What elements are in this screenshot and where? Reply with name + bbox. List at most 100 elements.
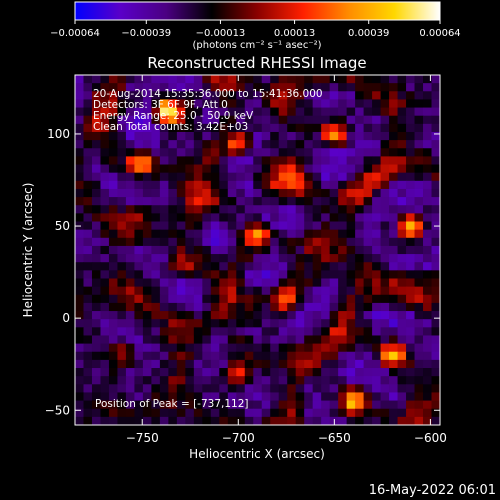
heatmap-cell [193,123,203,133]
heatmap-cell [355,91,365,100]
heatmap-cell [83,197,93,206]
heatmap-cell [380,376,390,385]
heatmap-cell [100,131,110,141]
heatmap-cell [75,140,84,149]
heatmap-cell [389,91,398,100]
heatmap-cell [346,205,356,214]
heatmap-cell [142,294,152,304]
y-tick-label: −50 [45,403,70,417]
heatmap-cell [380,172,390,182]
heatmap-cell [423,294,432,304]
heatmap-cell [287,416,297,425]
heatmap-cell [91,311,101,320]
heatmap-cell [363,229,373,239]
heatmap-cell [134,335,144,345]
heatmap-cell [125,148,135,157]
heatmap-cell [219,384,229,393]
heatmap-cell [185,156,195,165]
heatmap-cell [363,115,373,125]
heatmap-cell [287,327,297,336]
heatmap-cell [236,91,246,100]
heatmap-cell [236,164,246,174]
heatmap-cell [321,91,331,100]
heatmap-cell [338,213,348,222]
heatmap-cell [389,172,398,182]
heatmap-cell [389,351,398,361]
heatmap-cell [185,115,195,125]
chart-title: Reconstructed RHESSI Image [147,54,366,72]
heatmap-cell [210,351,220,361]
heatmap-cell [304,408,314,418]
heatmap-cell [380,408,390,418]
heatmap-cell [244,376,254,385]
heatmap-cell [176,302,186,312]
heatmap-cell [193,368,203,377]
heatmap-cell [423,286,432,296]
heatmap-cell [278,254,288,263]
heatmap-cell [193,148,203,157]
heatmap-cell [278,311,288,320]
heatmap-cell [406,408,415,418]
heatmap-cell [83,278,93,288]
heatmap-cell [287,286,297,296]
heatmap-cell [151,213,161,222]
heatmap-cell [406,75,415,84]
heatmap-cell [193,229,203,239]
heatmap-cell [278,180,288,190]
heatmap-cell [304,359,314,369]
heatmap-cell [151,278,161,288]
heatmap-cell [244,262,254,271]
heatmap-cell [287,351,297,361]
heatmap-cell [151,115,161,125]
heatmap-cell [363,172,373,182]
heatmap-cell [244,368,254,377]
heatmap-cell [159,392,169,401]
heatmap-cell [321,107,331,117]
heatmap-cell [304,351,314,361]
heatmap-cell [346,115,356,125]
heatmap-cell [312,91,322,100]
heatmap-cell [355,343,365,353]
y-axis-label: Heliocentric Y (arcsec) [21,183,35,318]
heatmap-cell [304,213,314,222]
heatmap-cell [100,351,110,361]
heatmap-cell [321,335,331,345]
heatmap-cell [346,221,356,231]
heatmap-cell [363,83,373,92]
heatmap-cell [75,115,84,125]
heatmap-cell [295,115,305,125]
heatmap-cell [346,172,356,182]
heatmap-cell [287,83,297,92]
heatmap-cell [227,278,237,288]
heatmap-cell [346,294,356,304]
heatmap-cell [397,262,407,271]
heatmap-cell [210,343,220,353]
heatmap-cell [125,319,135,328]
heatmap-cell [389,392,398,401]
heatmap-cell [185,392,195,401]
heatmap-cell [168,213,178,222]
heatmap-cell [397,83,407,92]
heatmap-cell [244,172,254,182]
heatmap-cell [134,229,144,239]
heatmap-cell [219,188,229,198]
heatmap-cell [431,91,440,100]
heatmap-cell [380,302,390,312]
heatmap-cell [227,75,237,84]
heatmap-cell [244,327,254,336]
heatmap-cell [142,351,152,361]
heatmap-cell [414,164,424,174]
heatmap-cell [210,408,220,418]
heatmap-cell [363,180,373,190]
heatmap-cell [338,229,348,239]
heatmap-cell [227,384,237,393]
heatmap-cell [176,131,186,141]
heatmap-cell [397,115,407,125]
heatmap-cell [236,392,246,401]
heatmap-cell [244,213,254,222]
heatmap-cell [176,188,186,198]
heatmap-cell [372,188,381,198]
heatmap-cell [125,311,135,320]
heatmap-cell [397,107,407,117]
heatmap-cell [363,335,373,345]
